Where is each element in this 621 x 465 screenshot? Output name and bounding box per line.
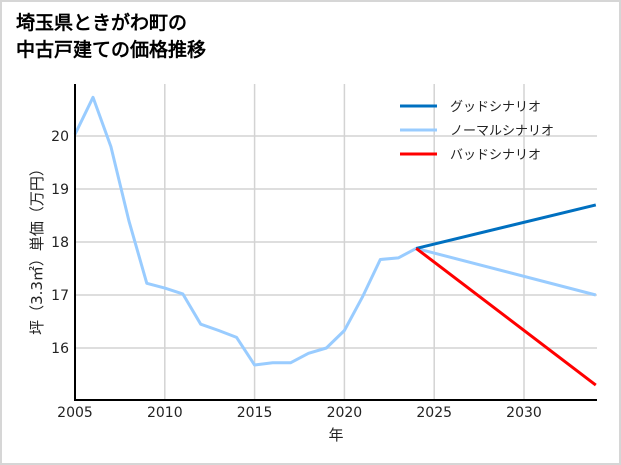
- x-tick-label: 2005: [57, 405, 93, 421]
- x-tick-label: 2030: [506, 405, 542, 421]
- series-line: [73, 95, 597, 367]
- x-axis-label: 年: [328, 426, 343, 444]
- y-tick-label: 18: [51, 235, 69, 251]
- plot-series: [73, 95, 597, 387]
- y-tick-label: 17: [51, 288, 69, 304]
- y-tick-label: 20: [51, 129, 69, 145]
- chart-title-line2: 中古戸建ての価格推移: [16, 39, 207, 61]
- series-line: [415, 247, 597, 387]
- y-axis-label: 坪（3.3㎡）単価（万円）: [28, 161, 46, 335]
- chart-title-line1: 埼玉県ときがわ町の: [16, 12, 188, 34]
- x-tick-label: 2010: [147, 405, 183, 421]
- legend-label: バッドシナリオ: [450, 148, 541, 163]
- legend-label: ノーマルシナリオ: [450, 124, 554, 139]
- legend-label: グッドシナリオ: [450, 100, 541, 115]
- x-tick-label: 2015: [237, 405, 273, 421]
- series-line: [415, 203, 597, 250]
- axes: [74, 84, 597, 401]
- chart-title: 埼玉県ときがわ町の 中古戸建ての価格推移: [16, 10, 206, 64]
- x-tick-label: 2020: [327, 405, 363, 421]
- y-tick-label: 16: [51, 341, 69, 357]
- grid-lines: [75, 84, 597, 400]
- y-tick-labels: 16 17 18 19 20: [51, 129, 69, 357]
- x-tick-labels: 2005 2010 2015 2020 2025 2030: [57, 405, 542, 421]
- y-tick-label: 19: [51, 182, 69, 198]
- x-tick-label: 2025: [416, 405, 452, 421]
